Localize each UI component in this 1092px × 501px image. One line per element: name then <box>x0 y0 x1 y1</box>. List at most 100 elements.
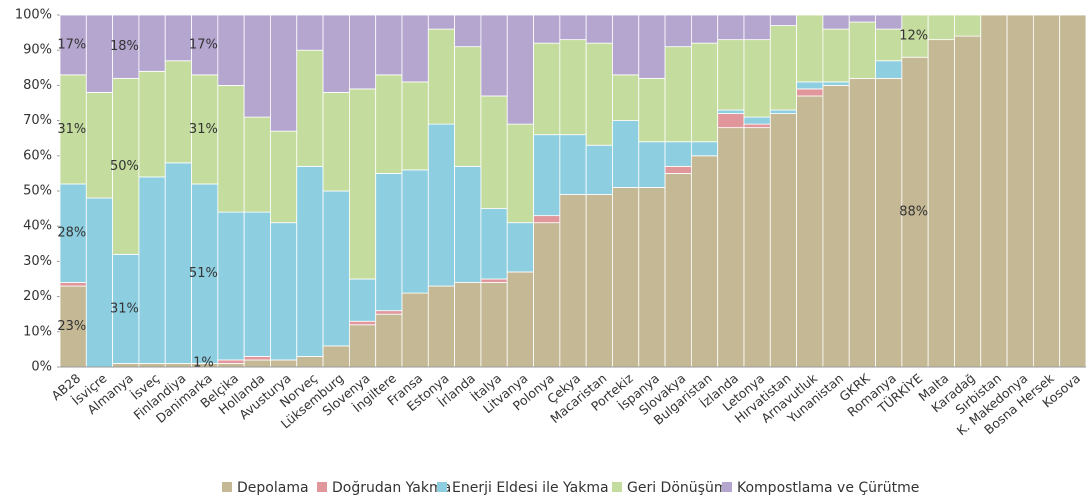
bar-segment <box>585 144 613 195</box>
bar-segment <box>822 81 850 86</box>
bar-segment <box>243 116 271 213</box>
bar-segment <box>243 211 271 357</box>
bar-segment <box>427 285 456 368</box>
bar-segment <box>559 14 587 41</box>
bar-segment <box>559 134 587 195</box>
legend-label: Kompostlama ve Çürütme <box>737 480 919 496</box>
legend-swatch <box>612 482 622 492</box>
bar-segment <box>375 313 403 368</box>
bar-segment <box>164 14 192 62</box>
bar-segment <box>664 14 692 48</box>
bar-segment <box>796 95 824 368</box>
bar-segment <box>296 356 324 368</box>
bar-segment <box>638 14 666 79</box>
bar-segment <box>375 74 403 174</box>
bar-segment <box>270 14 298 132</box>
legend-swatch <box>722 482 732 492</box>
bar-segment <box>243 356 271 361</box>
bar-segment <box>322 92 350 192</box>
y-tick-label: 90% <box>23 43 52 58</box>
bar-segment <box>1059 14 1087 368</box>
bar-segment <box>980 14 1008 368</box>
bar-segment <box>743 127 771 368</box>
data-label: 31% <box>57 122 86 137</box>
bar-segment <box>112 77 140 255</box>
bar-segment <box>717 113 745 129</box>
y-tick-label: 80% <box>23 78 52 93</box>
bar-segment <box>348 278 377 322</box>
bar-segment <box>401 292 429 368</box>
y-tick-label: 50% <box>23 184 52 199</box>
bar-segment <box>59 285 87 368</box>
bar-segment <box>454 165 482 283</box>
bar-segment <box>743 14 771 41</box>
bar-segment <box>191 183 219 364</box>
data-label: 18% <box>110 39 139 54</box>
bar-segment <box>401 81 429 171</box>
bar-segment <box>348 320 377 326</box>
bar-segment <box>690 141 719 157</box>
bar-segment <box>769 14 798 26</box>
y-tick-label: 70% <box>23 113 52 128</box>
bar-segment <box>612 120 640 188</box>
bar-segment <box>164 60 192 164</box>
bar-segment <box>533 134 561 217</box>
bar-segment <box>769 113 798 368</box>
bar-segment <box>348 88 377 280</box>
bar-segment <box>480 95 508 209</box>
bar-segment <box>454 14 482 48</box>
bar-segment <box>454 282 482 368</box>
data-label: 28% <box>57 226 86 241</box>
data-label: 51% <box>189 266 218 281</box>
data-label: 17% <box>57 37 86 52</box>
bar-segment <box>875 60 903 79</box>
bar-segment <box>164 363 192 368</box>
data-label: 23% <box>57 319 86 334</box>
bar-segment <box>480 282 508 368</box>
bar-segment <box>375 310 403 315</box>
bar-segment <box>191 74 219 185</box>
y-tick-label: 0% <box>31 360 52 375</box>
y-tick-label: 10% <box>23 324 52 339</box>
bar-segment <box>85 197 114 368</box>
data-label: 17% <box>189 37 218 52</box>
bar-segment <box>954 35 982 368</box>
bar-segment <box>401 14 429 83</box>
bar-segment <box>743 116 771 125</box>
bar-segment <box>138 14 166 72</box>
bar-segment <box>612 187 640 368</box>
bar-segment <box>717 39 745 111</box>
bar-segment <box>927 14 955 41</box>
bar-segment <box>138 363 166 368</box>
bar-segment <box>717 14 745 41</box>
bar-segment <box>769 25 798 111</box>
bar-segment <box>848 21 876 79</box>
legend-swatch <box>222 482 232 492</box>
bar-segment <box>480 14 508 97</box>
bar-segment <box>901 56 929 368</box>
bar-segment <box>664 46 692 143</box>
bar-segment <box>533 42 561 136</box>
bar-segment <box>796 14 824 83</box>
bar-segment <box>427 28 456 125</box>
bar-segment <box>559 194 587 368</box>
bar-segment <box>217 359 245 364</box>
bar-segment <box>927 39 955 368</box>
bar-segment <box>822 14 850 30</box>
bar-segment <box>769 109 798 114</box>
bar-segment <box>743 39 771 118</box>
bar-segment <box>664 172 692 368</box>
bar-segment <box>638 187 666 368</box>
bar-segment <box>717 127 745 368</box>
bar-segment <box>243 14 271 118</box>
bar-segment <box>348 14 377 90</box>
bar-segment <box>848 14 876 23</box>
bar-segment <box>506 123 534 224</box>
legend-label: Geri Dönüşüm <box>627 480 727 496</box>
bar-segment <box>296 49 324 167</box>
legend-label: Doğrudan Yakma <box>332 480 451 496</box>
bar-segment <box>875 77 903 368</box>
bar-segment <box>138 176 166 364</box>
y-tick-label: 20% <box>23 289 52 304</box>
bar-segment <box>85 92 114 199</box>
